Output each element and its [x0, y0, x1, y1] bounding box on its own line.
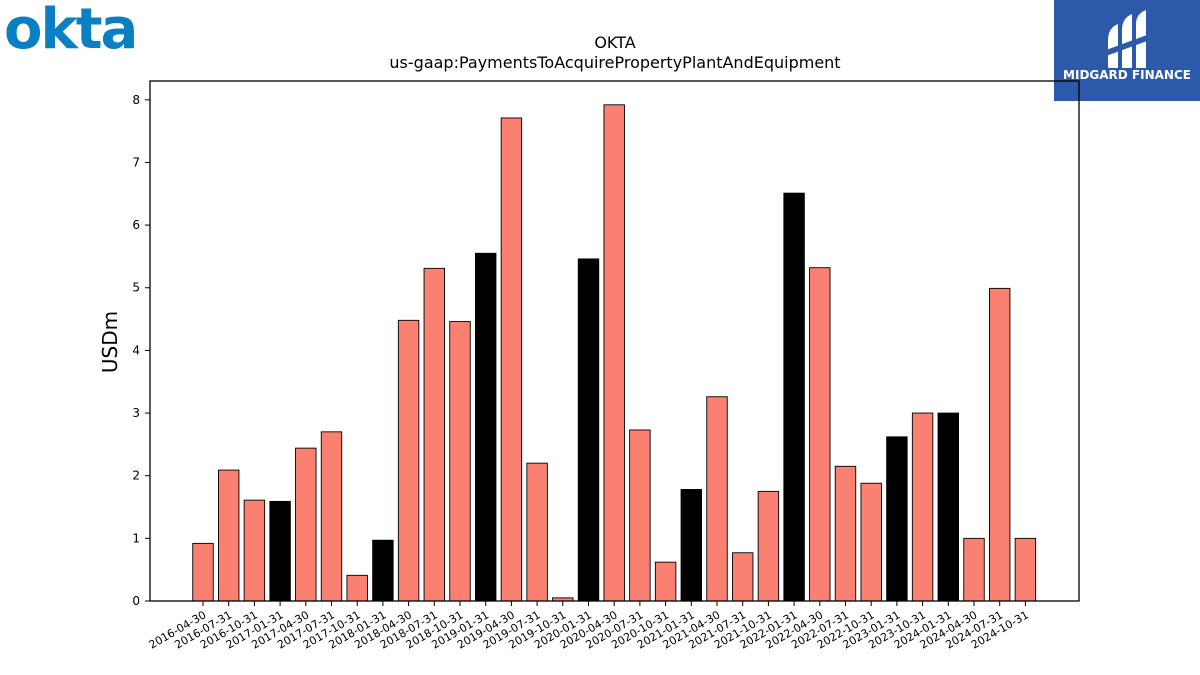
bar-2022-07-31	[834, 465, 857, 602]
bar-2020-01-31	[577, 258, 600, 602]
bar-2020-07-31	[629, 429, 651, 602]
midgard-finance-wordmark: MIDGARD FINANCE	[1063, 68, 1191, 82]
bar-2016-10-31	[243, 499, 266, 602]
chart-subtitle: us-gaap:PaymentsToAcquirePropertyPlantAn…	[389, 53, 840, 72]
midgard-emblem-icon	[1106, 10, 1150, 68]
y-tick-label: 0	[132, 594, 140, 608]
bar-2018-07-31	[423, 267, 445, 602]
bar-2018-04-30	[397, 319, 420, 602]
chart-title: OKTA	[594, 33, 635, 52]
bar-2016-07-31	[217, 469, 240, 602]
bar-2021-04-30	[706, 396, 728, 602]
bar-2024-10-31	[1014, 537, 1037, 602]
y-tick-label: 7	[132, 155, 140, 169]
bar-2021-10-31	[757, 490, 780, 602]
bar-2024-07-31	[989, 287, 1011, 602]
bar-2017-01-31	[269, 500, 291, 602]
bar-2017-07-31	[320, 431, 343, 602]
y-tick-label: 1	[132, 531, 140, 545]
y-axis: 0 1 2 3 4 5 6 7 8	[132, 93, 150, 608]
bar-2024-04-30	[963, 537, 985, 602]
bar-2022-01-31	[783, 192, 805, 602]
bar-2021-07-31	[732, 552, 754, 602]
y-tick-label: 6	[132, 218, 140, 232]
bar-2022-10-31	[860, 482, 882, 602]
bar-2019-07-31	[526, 462, 548, 602]
bar-2017-10-31	[346, 574, 368, 602]
x-axis: 2016-04-302016-07-312016-10-312017-01-31…	[147, 601, 1031, 652]
bar-2023-10-31	[911, 412, 934, 602]
bar-2019-04-30	[500, 117, 523, 602]
plot-frame	[149, 80, 1080, 602]
bar-2021-01-31	[680, 489, 702, 602]
bar-2018-10-31	[449, 321, 471, 602]
bar-2016-04-30	[192, 542, 214, 602]
y-tick-label: 5	[132, 281, 140, 295]
bar-2018-01-31	[372, 539, 394, 602]
okta-logo: okta	[4, 0, 138, 62]
y-tick-label: 8	[132, 93, 140, 107]
y-tick-label: 2	[132, 469, 140, 483]
bar-2019-01-31	[475, 252, 497, 602]
y-axis-label: USDm	[98, 311, 122, 373]
bar-2022-04-30	[809, 267, 831, 602]
bar-2020-10-31	[654, 561, 677, 602]
bar-2023-01-31	[886, 436, 908, 602]
y-tick-label: 4	[132, 343, 140, 357]
bar-2017-04-30	[295, 447, 317, 602]
midgard-finance-logo: MIDGARD FINANCE	[1054, 0, 1200, 101]
y-tick-label: 3	[132, 406, 140, 420]
bars-group	[192, 104, 1037, 602]
bar-2020-04-30	[603, 104, 625, 602]
bar-2024-01-31	[937, 412, 959, 602]
